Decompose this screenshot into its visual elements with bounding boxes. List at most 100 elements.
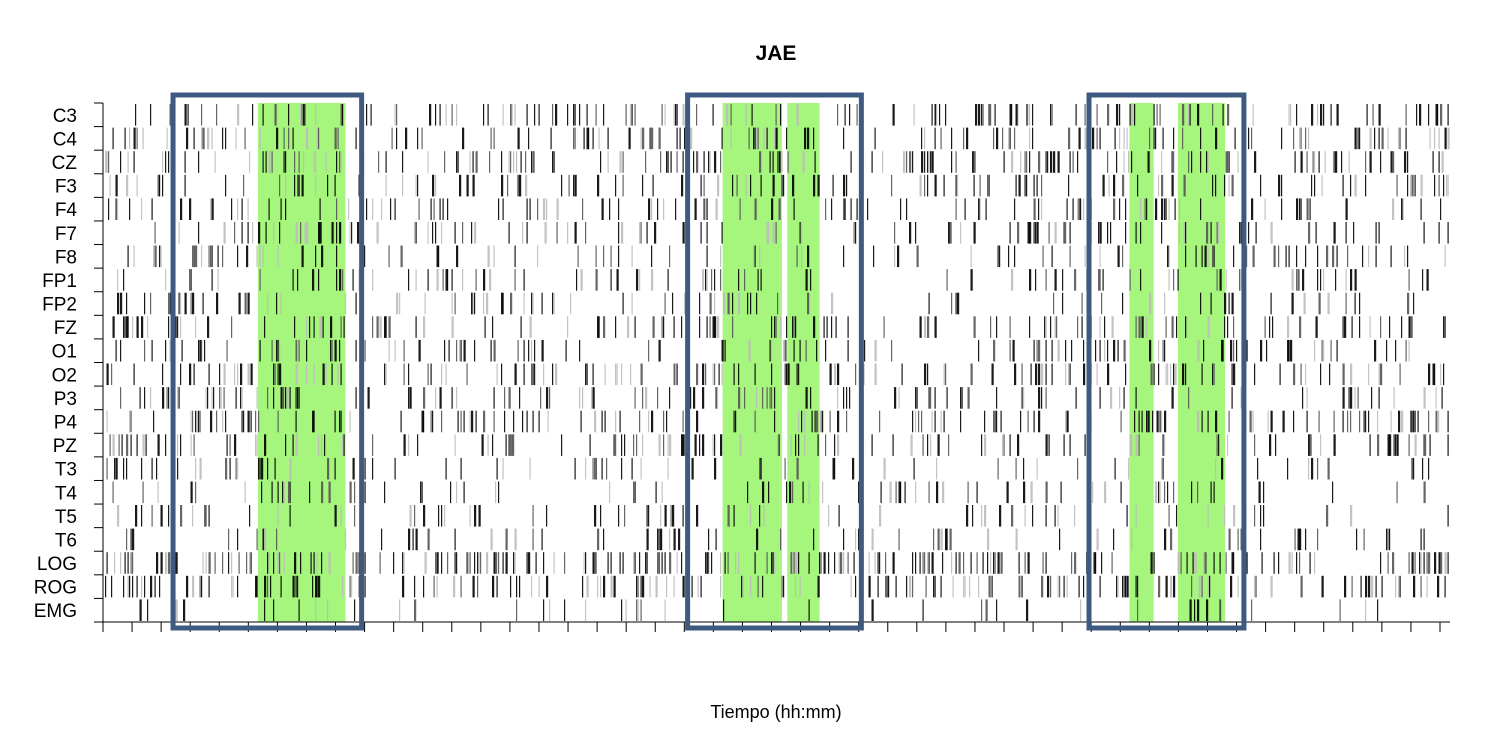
- event-mark: [843, 245, 845, 268]
- event-mark: [633, 481, 635, 504]
- event-mark: [529, 198, 531, 220]
- event-mark: [1203, 339, 1205, 362]
- event-mark: [676, 552, 678, 574]
- event-mark: [442, 198, 444, 220]
- event-mark: [1440, 198, 1442, 220]
- event-mark: [210, 410, 213, 433]
- event-mark: [1021, 575, 1023, 598]
- event-mark: [543, 599, 545, 621]
- event-mark: [955, 552, 957, 574]
- event-mark: [441, 410, 443, 433]
- event-mark: [556, 198, 559, 220]
- event-mark: [423, 316, 426, 338]
- event-mark: [1182, 127, 1184, 150]
- event-mark: [699, 316, 701, 338]
- event-mark: [847, 316, 849, 338]
- event-mark: [666, 410, 668, 433]
- event-mark: [882, 151, 884, 173]
- event-mark: [364, 457, 366, 480]
- event-mark: [1317, 104, 1319, 126]
- event-mark: [966, 505, 969, 527]
- event-mark: [1437, 575, 1440, 598]
- event-mark: [1438, 222, 1440, 244]
- event-mark: [1228, 528, 1231, 551]
- event-mark: [321, 481, 324, 504]
- event-mark: [402, 151, 404, 173]
- event-mark: [487, 245, 490, 268]
- event-mark: [603, 528, 605, 551]
- event-mark: [693, 151, 695, 173]
- event-mark: [211, 245, 213, 268]
- event-mark: [262, 245, 264, 268]
- event-mark: [1162, 434, 1164, 456]
- event-mark: [832, 457, 835, 480]
- event-mark: [883, 316, 885, 338]
- event-mark: [987, 552, 989, 574]
- event-mark: [1330, 104, 1332, 126]
- event-mark: [1042, 245, 1044, 268]
- event-mark: [273, 599, 275, 621]
- event-mark: [1302, 387, 1304, 409]
- event-mark: [673, 104, 676, 126]
- event-mark: [274, 457, 276, 480]
- event-mark: [652, 316, 655, 338]
- event-mark: [289, 481, 291, 504]
- event-mark: [793, 316, 795, 338]
- event-mark: [1375, 575, 1377, 598]
- event-mark: [1210, 292, 1212, 315]
- event-mark: [1072, 151, 1074, 173]
- event-mark: [1161, 222, 1163, 244]
- event-mark: [415, 316, 417, 338]
- event-mark: [259, 457, 261, 480]
- event-mark: [190, 481, 193, 504]
- event-mark: [438, 245, 440, 268]
- highlight-region-4: [1129, 103, 1154, 622]
- event-mark: [648, 198, 651, 220]
- event-mark: [439, 387, 442, 409]
- event-mark: [603, 245, 605, 268]
- event-mark: [1026, 174, 1028, 197]
- event-mark: [1033, 339, 1035, 362]
- event-mark: [553, 151, 555, 173]
- event-mark: [456, 552, 458, 574]
- event-mark: [921, 151, 924, 173]
- event-mark: [267, 552, 269, 574]
- event-mark: [616, 363, 618, 386]
- event-mark: [195, 481, 197, 504]
- event-mark: [256, 434, 258, 456]
- event-mark: [555, 104, 558, 126]
- event-mark: [258, 410, 260, 433]
- event-mark: [871, 599, 874, 621]
- event-mark: [1219, 269, 1222, 291]
- event-mark: [249, 151, 251, 173]
- event-mark: [276, 339, 278, 362]
- event-mark: [927, 552, 929, 574]
- event-mark: [1437, 410, 1440, 433]
- event-mark: [472, 174, 475, 197]
- event-mark: [642, 575, 645, 598]
- event-mark: [313, 316, 315, 338]
- event-mark: [1029, 104, 1031, 126]
- event-mark: [277, 410, 279, 433]
- event-mark: [721, 339, 724, 362]
- event-mark: [585, 457, 587, 480]
- event-mark: [130, 552, 132, 574]
- event-mark: [1104, 481, 1107, 504]
- event-mark: [1207, 245, 1209, 268]
- event-mark: [805, 387, 808, 409]
- event-mark: [180, 316, 182, 338]
- event-mark: [249, 505, 251, 527]
- event-mark: [594, 457, 596, 480]
- event-mark: [184, 104, 187, 126]
- event-mark: [856, 198, 858, 220]
- event-mark: [417, 127, 419, 150]
- event-mark: [783, 339, 785, 362]
- event-mark: [1117, 245, 1120, 268]
- event-mark: [210, 245, 212, 268]
- event-mark: [265, 222, 267, 244]
- event-mark: [276, 528, 278, 551]
- event-mark: [1029, 127, 1031, 150]
- event-mark: [445, 269, 448, 291]
- event-mark: [706, 198, 708, 220]
- event-mark: [1335, 151, 1338, 173]
